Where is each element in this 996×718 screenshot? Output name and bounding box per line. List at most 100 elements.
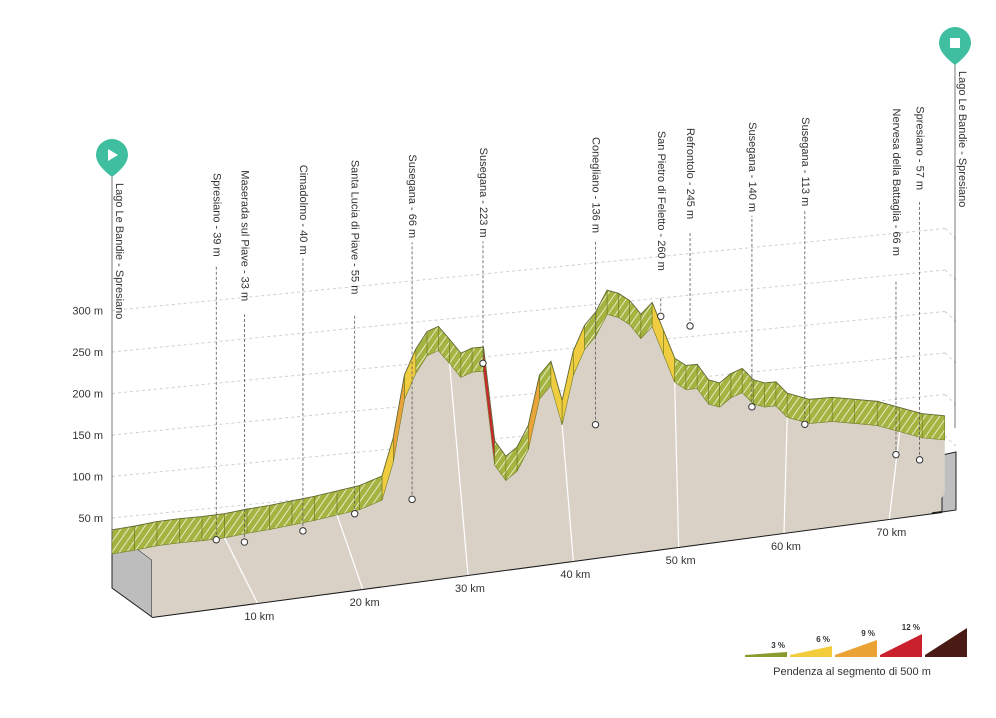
elevation-gridline	[111, 269, 946, 353]
distance-tick-label: 40 km	[560, 569, 590, 581]
waypoint-label: Susegana - 223 m	[477, 148, 489, 238]
gradient-segment	[269, 500, 293, 530]
legend-class-label: 6 %	[816, 635, 830, 644]
stop-icon	[950, 38, 960, 48]
waypoint-marker[interactable]	[801, 420, 809, 428]
distance-tick-label: 20 km	[350, 597, 380, 609]
distance-tick-line	[336, 514, 364, 590]
waypoint-marker[interactable]	[657, 312, 665, 321]
gradient-segment	[764, 381, 777, 408]
legend-baseline	[790, 655, 832, 657]
waypoint-label: Maserada sul Piave - 33 m	[238, 170, 250, 301]
distance-tick-line	[449, 363, 469, 576]
elevation-gridline-end	[944, 311, 959, 324]
legend-swatch	[835, 640, 877, 655]
elevation-tick-label: 100 m	[72, 472, 103, 484]
distance-tick-line	[783, 417, 788, 534]
elevation-gridline	[111, 352, 946, 436]
waypoint-label: Susegana - 140 m	[746, 122, 758, 212]
legend-baseline	[745, 655, 787, 657]
distance-tick-line	[561, 424, 574, 562]
legend-baseline	[835, 655, 877, 657]
gradient-segment	[426, 326, 439, 357]
elevation-gridline-end	[944, 269, 959, 283]
waypoint-marker[interactable]	[240, 538, 249, 546]
waypoint-marker[interactable]	[408, 495, 416, 504]
waypoint-label: San Pietro di Feletto - 260 m	[655, 131, 667, 271]
gradient-segment	[606, 289, 619, 318]
legend-baseline	[925, 655, 967, 657]
legend-class-label: 9 %	[861, 629, 875, 638]
distance-tick-line	[888, 431, 901, 520]
waypoint-label: Susegana - 113 m	[799, 117, 811, 206]
finish-label: Lago Le Bandie - Spresiano	[956, 71, 968, 207]
waypoint-marker[interactable]	[748, 403, 756, 411]
gradient-segment	[685, 364, 698, 390]
waypoint-label: Santa Lucia di Piave - 55 m	[349, 160, 361, 295]
elevation-gridline-end	[944, 435, 959, 449]
gradient-segment	[753, 379, 765, 408]
elevation-gridline-end	[944, 228, 959, 241]
waypoint-label: Spresiano - 39 m	[210, 173, 222, 257]
elevation-tick-label: 250 m	[72, 347, 103, 359]
waypoint-marker[interactable]	[299, 527, 307, 535]
waypoint-marker[interactable]	[350, 510, 359, 518]
elevation-tick-label: 150 m	[72, 430, 103, 442]
waypoint-marker[interactable]	[892, 450, 900, 459]
elevation-tick-label: 200 m	[72, 389, 103, 401]
waypoint-label: Conegliano - 136 m	[590, 137, 602, 233]
gradient-segment	[246, 505, 270, 534]
gradient-segment	[224, 508, 248, 539]
waypoint-marker[interactable]	[479, 359, 487, 367]
elevation-tick-label: 300 m	[72, 306, 103, 318]
waypoint-label: Refrontolo - 245 m	[684, 128, 696, 219]
gradient-segment	[314, 490, 338, 521]
distance-tick-label: 50 km	[666, 555, 696, 567]
legend-swatch	[790, 646, 832, 655]
distance-tick-label: 70 km	[876, 527, 906, 539]
waypoint-label: Spresiano - 57 m	[914, 106, 926, 190]
distance-tick-label: 10 km	[244, 611, 274, 623]
gradient-segment	[471, 346, 484, 373]
distance-tick-label: 30 km	[455, 583, 485, 595]
gradient-segment	[809, 397, 833, 424]
legend-class-label: 12 %	[902, 623, 920, 632]
gradient-segment	[730, 368, 743, 399]
waypoint-marker[interactable]	[212, 536, 220, 544]
start-label: Lago Le Bandie - Spresiano	[113, 183, 125, 319]
play-icon	[108, 149, 118, 161]
gradient-segment	[134, 521, 158, 551]
distance-tick-label: 60 km	[771, 541, 801, 553]
legend-title: Pendenza al segmento di 500 m	[773, 666, 931, 678]
waypoint-marker[interactable]	[686, 322, 694, 330]
legend-swatch	[880, 634, 922, 655]
elevation-gridline	[111, 311, 946, 394]
gradient-segment	[460, 347, 473, 378]
waypoint-marker[interactable]	[915, 456, 924, 464]
gradient-segment	[921, 413, 946, 441]
elevation-tick-label: 50 m	[79, 513, 103, 525]
waypoint-label: Susegana - 66 m	[406, 154, 418, 238]
waypoint-marker[interactable]	[591, 420, 600, 429]
legend-swatch	[925, 628, 967, 655]
gradient-segment	[708, 379, 720, 408]
elevation-gridline	[111, 228, 946, 311]
gradient-segment	[201, 513, 225, 542]
distance-tick-line	[223, 537, 258, 604]
distance-tick-line	[674, 382, 680, 548]
waypoint-label: Cimadolmo - 40 m	[297, 165, 309, 255]
gradient-segment	[111, 525, 135, 555]
terrain-surface	[112, 290, 945, 617]
gradient-segment	[854, 399, 878, 426]
elevation-gridline-end	[944, 394, 959, 407]
gradient-segment	[156, 518, 180, 547]
waypoint-label: Nervesa della Battaglia - 66 m	[890, 109, 902, 256]
legend-baseline	[880, 655, 922, 657]
legend-swatch	[745, 652, 787, 655]
gradient-segment	[179, 516, 203, 544]
elevation-gridline-end	[944, 352, 959, 366]
gradient-segment	[831, 397, 856, 424]
legend-class-label: 3 %	[771, 641, 785, 650]
